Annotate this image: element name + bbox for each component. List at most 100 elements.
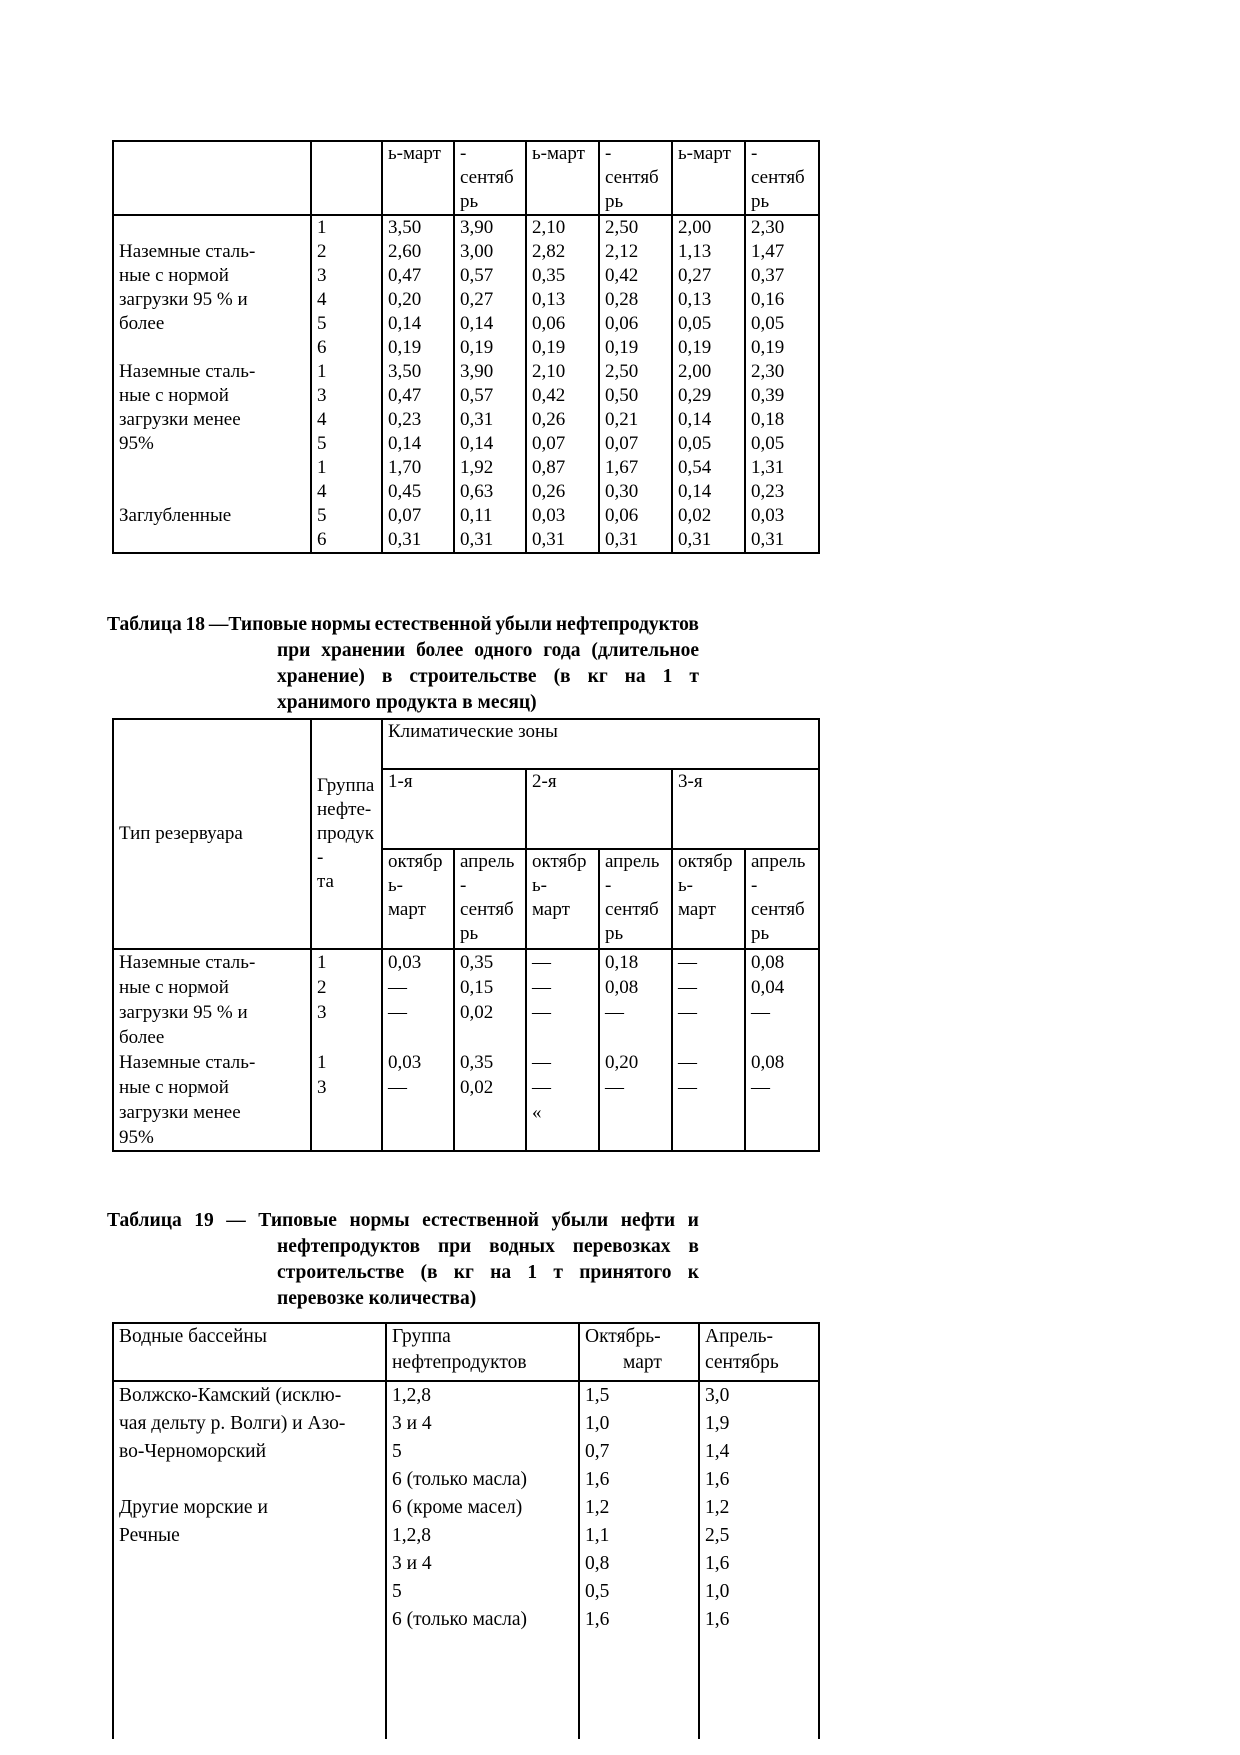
table-cell: Другие морские и: [112, 1494, 387, 1522]
table-cell: [381, 1100, 455, 1125]
table-cell: 6 (кроме масел): [385, 1494, 580, 1522]
header-cell: ь-март: [381, 140, 455, 216]
table-cell: 2,12: [598, 240, 673, 264]
table-cell: 1,6: [578, 1606, 700, 1634]
header-cell: 2-я: [525, 768, 673, 850]
table-row: Волжско-Камский (исклю- 1,2,8 1,5 3,0: [112, 1381, 820, 1410]
table-cell: 0,08: [743, 1050, 821, 1075]
table-cell: более: [112, 312, 312, 336]
table-cell: [310, 1100, 383, 1125]
table-cell: 0,15: [453, 975, 527, 1000]
table-cell: 2: [310, 975, 383, 1000]
table-cell: 1,31: [744, 456, 820, 480]
table-cell: 3,0: [698, 1381, 820, 1410]
table-row: загрузки менее 4 0,23 0,31 0,26 0,21 0,14 0,18: [112, 408, 820, 432]
table-cell: ные с нормой: [112, 1075, 312, 1100]
table-cell: [112, 480, 312, 504]
table-cell: 1: [310, 949, 383, 975]
table-cell: 0,31: [381, 528, 455, 554]
table-cell: 5: [385, 1578, 580, 1606]
table-cell: 0,14: [453, 432, 527, 456]
table-row: ные с нормой 3 0,47 0,57 0,35 0,42 0,27 0,37: [112, 264, 820, 288]
table-cell: 0,19: [598, 336, 673, 360]
table-cell: 0,14: [381, 312, 455, 336]
table-cell: —: [743, 1000, 821, 1025]
table-cell: 0,37: [744, 264, 820, 288]
table-cell: —: [525, 1000, 600, 1025]
table-cell: 1: [310, 1050, 383, 1075]
table-cell: [112, 1550, 387, 1578]
table-cell: 3: [310, 384, 383, 408]
caption-line: нефтепродуктов при водных перевозках в: [277, 1236, 699, 1257]
table-cell: —: [525, 1075, 600, 1100]
table-header-row: ь-март - сентяб рь ь-март - сентяб рь ь-март…: [112, 140, 820, 216]
table-cell: [453, 1125, 527, 1152]
table-cell: 2,30: [744, 360, 820, 384]
table-cell: 1,4: [698, 1438, 820, 1466]
table-cell: 0,03: [744, 504, 820, 528]
table-19: Водные бассейны Группа нефтепродуктов Окт…: [112, 1322, 820, 1739]
table-cell: —: [598, 1000, 673, 1025]
table-18-caption: Таблица 18 —Типовые нормы естественной убыли н…: [107, 612, 699, 716]
table-cell: —: [525, 949, 600, 975]
header-cell: 1-я: [381, 768, 527, 850]
table-cell: 0,39: [744, 384, 820, 408]
table-cell: [453, 1025, 527, 1050]
header-cell: октябр ь-март: [671, 848, 746, 950]
table-cell: 1,67: [598, 456, 673, 480]
table-cell: 4: [310, 480, 383, 504]
table-cell: 5: [310, 432, 383, 456]
table-row: 1 1,70 1,92 0,87 1,67 0,54 1,31: [112, 456, 820, 480]
table-cell: 3,50: [381, 360, 455, 384]
table-cell: 2,00: [671, 215, 746, 240]
table-row: ные с нормой 2—0,15—0,08—0,04: [112, 975, 821, 1000]
header-cell: ь-март: [525, 140, 600, 216]
table-cell: 0,18: [598, 949, 673, 975]
table-cell: [671, 1125, 746, 1152]
table-cell: 3: [310, 264, 383, 288]
table-continuation-row: [112, 1634, 820, 1739]
table-cell: 0,13: [525, 288, 600, 312]
table-cell: 4: [310, 288, 383, 312]
table-cell: —: [381, 1000, 455, 1025]
table-cell: 6 (только масла): [385, 1466, 580, 1494]
table-cell: 1,2,8: [385, 1381, 580, 1410]
table-row: загрузки менее «: [112, 1100, 821, 1125]
table-cell: [112, 336, 312, 360]
table-cell: 0,05: [744, 432, 820, 456]
table-cell: 0,57: [453, 384, 527, 408]
table-cell: 5: [310, 504, 383, 528]
table-cell: более: [112, 1025, 312, 1050]
table-cell: 2,82: [525, 240, 600, 264]
table-cell: 0,26: [525, 480, 600, 504]
table-cell: Заглубленные: [112, 504, 312, 528]
table-row: Наземные сталь- 1 3,50 3,90 2,10 2,50 2,00 2,30: [112, 360, 820, 384]
table-cell: [381, 1025, 455, 1050]
table-cell: 1,6: [698, 1466, 820, 1494]
table-body: 1 3,50 3,90 2,10 2,50 2,00 2,30 Наземные сталь-…: [112, 215, 820, 554]
table-cell: [525, 1125, 600, 1152]
header-cell: Водные бассейны: [112, 1322, 387, 1382]
table-cell: 3,90: [453, 215, 527, 240]
table-cell: 1,6: [698, 1606, 820, 1634]
table-cell: [671, 1100, 746, 1125]
header-cell: - сентяб рь: [453, 140, 527, 216]
table-cell: [598, 1125, 673, 1152]
table-cell: 1,0: [698, 1578, 820, 1606]
table-cell: 2,50: [598, 360, 673, 384]
table-body: Наземные сталь- 1 0,03 0,35—0,18—0,08 ные с …: [112, 949, 821, 1152]
table-cell: загрузки менее: [112, 408, 312, 432]
table-cell: 0,31: [744, 528, 820, 554]
table-cell: ные с нормой: [112, 384, 312, 408]
table-cell: 0,63: [453, 480, 527, 504]
table-cell: Наземные сталь-: [112, 1050, 312, 1075]
table-cell: 1,13: [671, 240, 746, 264]
header-cell: - сентяб рь: [598, 140, 673, 216]
table-cell: 0,19: [671, 336, 746, 360]
header-cell: октябр ь-март: [381, 848, 455, 950]
table-cell: 1: [310, 215, 383, 240]
table-cell: 0,14: [381, 432, 455, 456]
table-cell: 0,03: [381, 1050, 455, 1075]
caption-line: Таблица 19— Типовые нормы естественной убыли н…: [107, 1210, 699, 1231]
